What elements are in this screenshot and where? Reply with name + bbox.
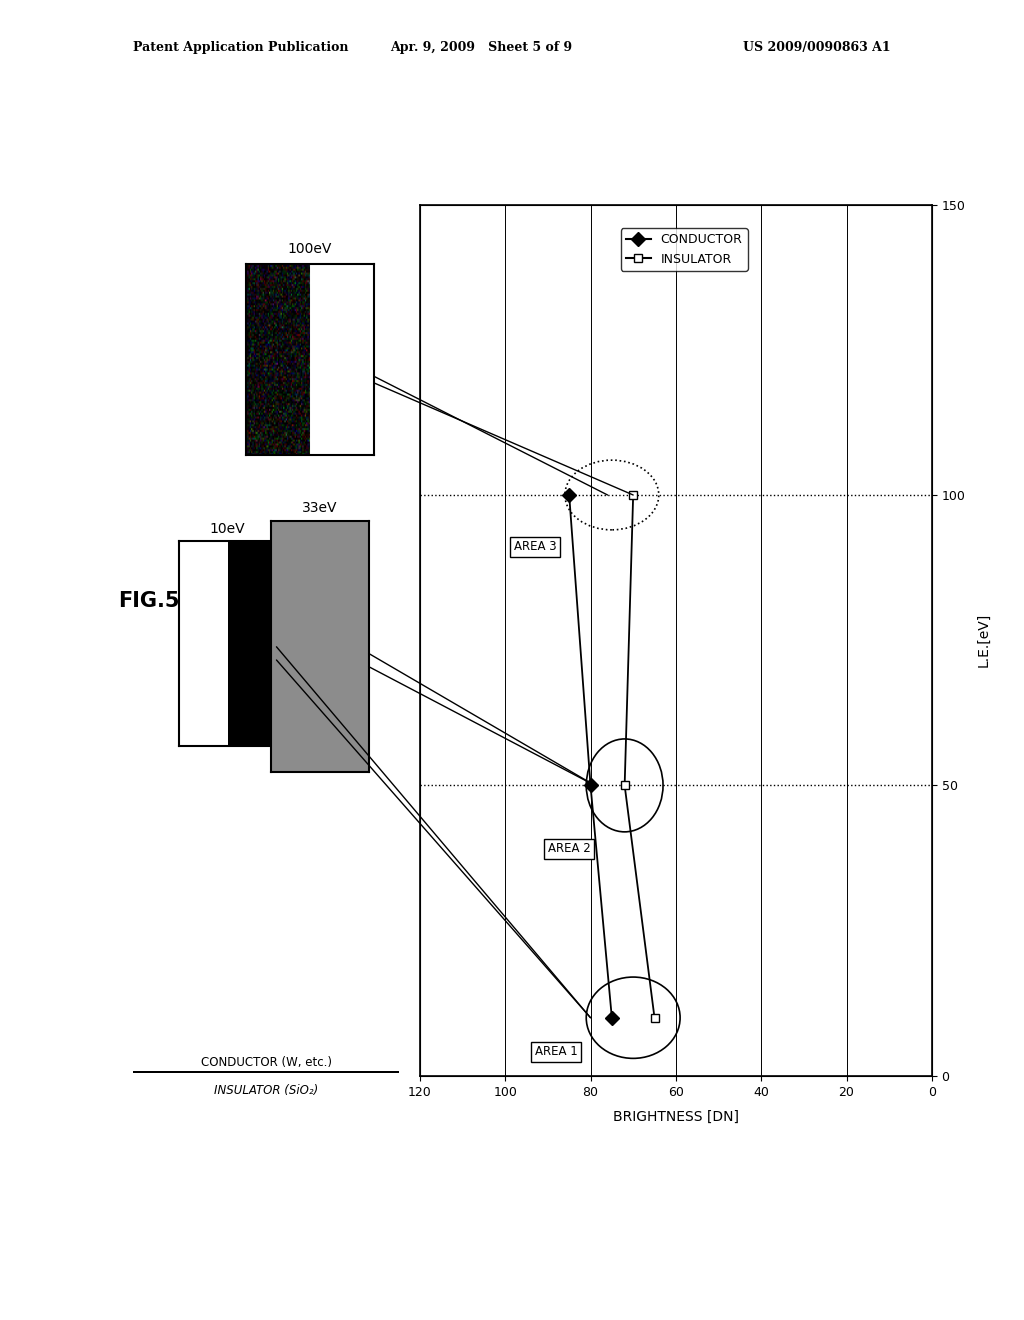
Text: AREA 3: AREA 3 bbox=[514, 540, 556, 553]
Text: 33eV: 33eV bbox=[302, 500, 337, 515]
Text: CONDUCTOR (W, etc.): CONDUCTOR (W, etc.) bbox=[201, 1056, 332, 1069]
Text: 100eV: 100eV bbox=[287, 242, 332, 256]
Text: Apr. 9, 2009   Sheet 5 of 9: Apr. 9, 2009 Sheet 5 of 9 bbox=[390, 41, 572, 54]
Text: 10eV: 10eV bbox=[210, 521, 245, 536]
Y-axis label: L.E.[eV]: L.E.[eV] bbox=[977, 612, 990, 668]
Text: AREA 1: AREA 1 bbox=[535, 1045, 578, 1059]
X-axis label: BRIGHTNESS [DN]: BRIGHTNESS [DN] bbox=[612, 1110, 739, 1123]
Text: FIG.5: FIG.5 bbox=[118, 590, 179, 611]
Text: US 2009/0090863 A1: US 2009/0090863 A1 bbox=[743, 41, 891, 54]
Legend: CONDUCTOR, INSULATOR: CONDUCTOR, INSULATOR bbox=[621, 228, 748, 271]
Text: INSULATOR (SiO₂): INSULATOR (SiO₂) bbox=[214, 1084, 318, 1097]
Text: Patent Application Publication: Patent Application Publication bbox=[133, 41, 348, 54]
Text: AREA 2: AREA 2 bbox=[548, 842, 591, 855]
